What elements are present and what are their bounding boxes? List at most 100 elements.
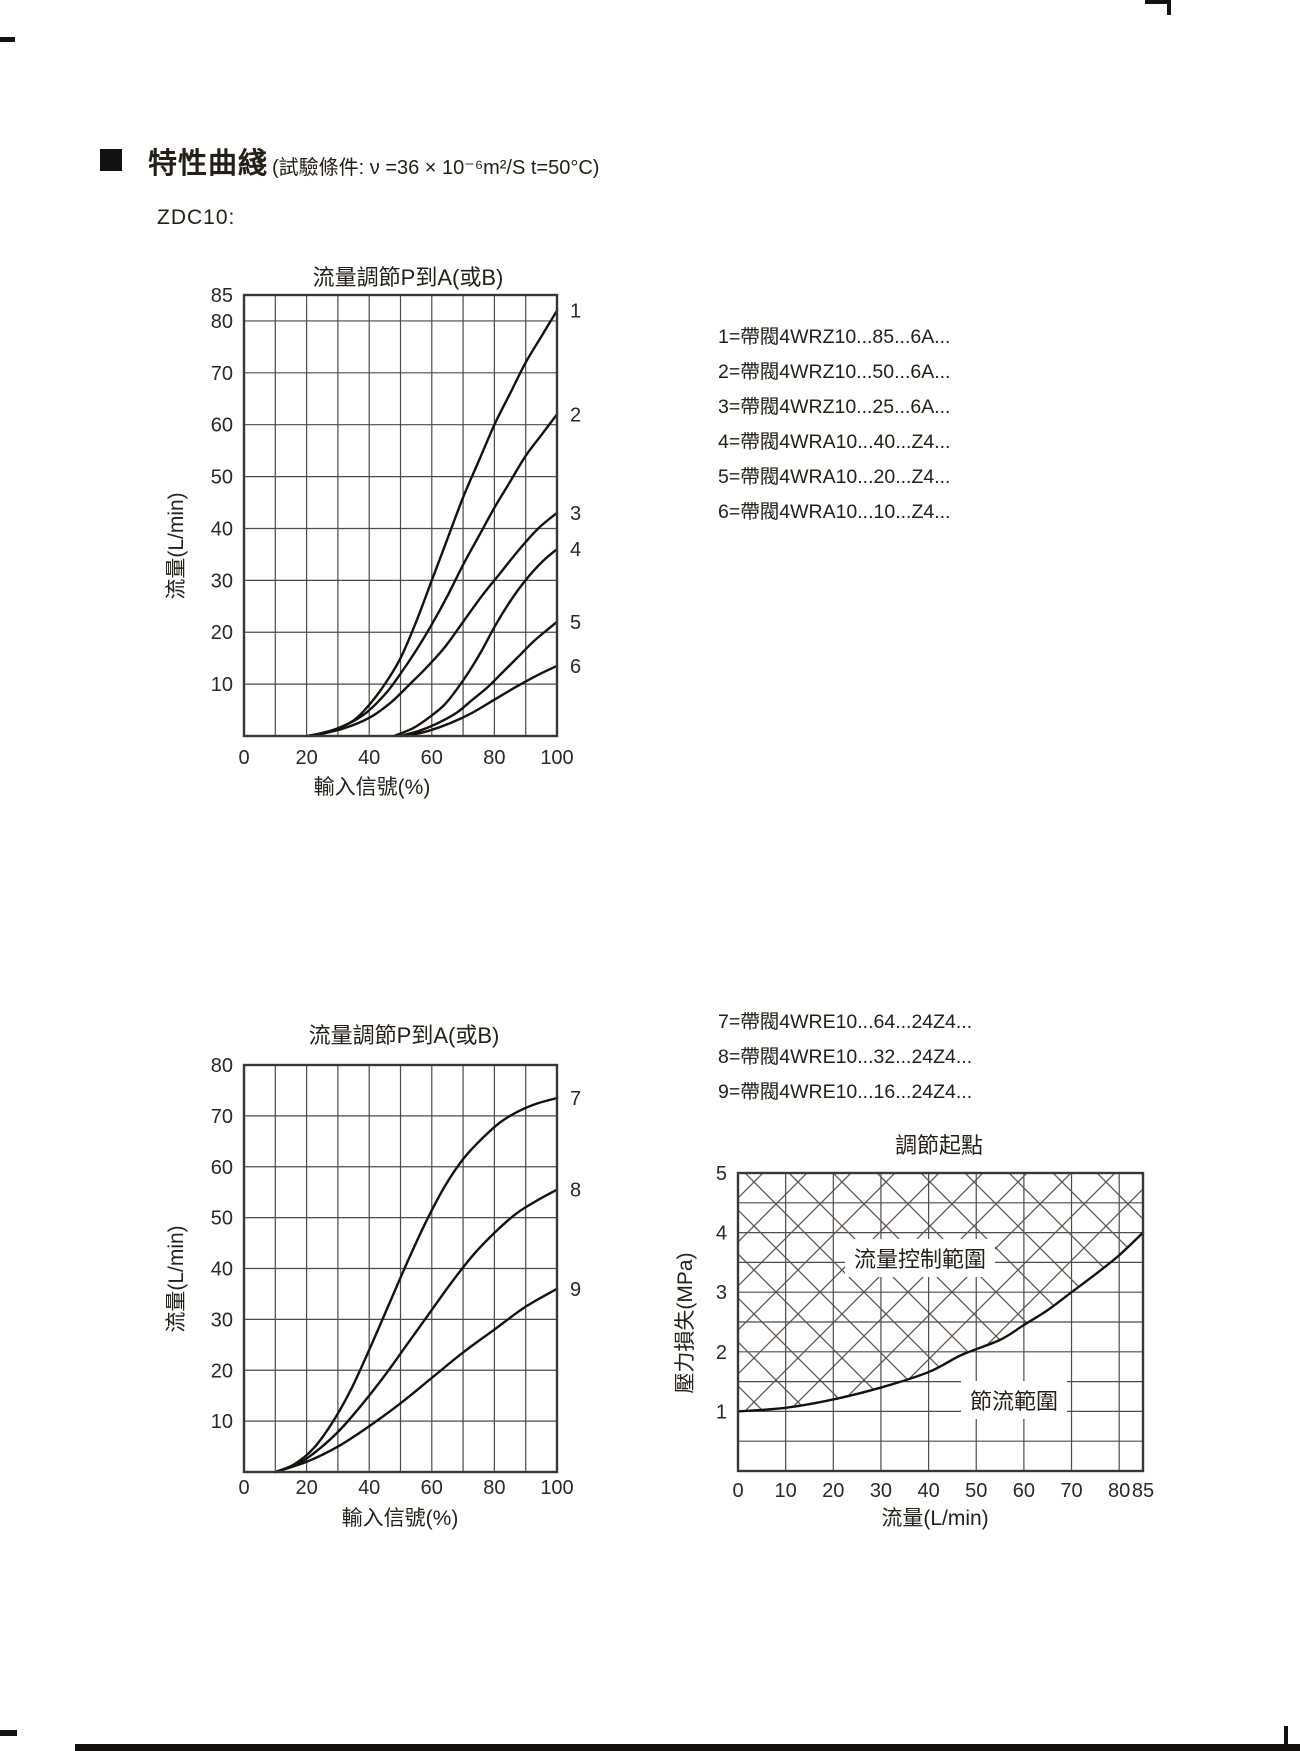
crop-mark-top-right-v [1167, 0, 1171, 15]
y-tick-label: 2 [716, 1342, 727, 1364]
legend-item: 7=帶閥4WRE10...64...24Z4... [718, 1011, 973, 1033]
curve-label: 9 [570, 1279, 581, 1301]
y-tick-label: 20 [211, 622, 233, 644]
y-tick-label: 40 [211, 518, 233, 540]
x-tick-label: 40 [358, 1477, 380, 1499]
curve-5 [399, 620, 559, 738]
chart1-title: 流量調節P到A(或B) [312, 265, 504, 290]
y-tick-label: 3 [716, 1282, 727, 1304]
x-tick-label: 20 [295, 1477, 317, 1499]
chart1-y-axis-label: 流量(L/min) [165, 492, 188, 600]
curve-label: 6 [570, 656, 581, 678]
y-tick-label: 70 [211, 363, 233, 385]
x-tick-label: 40 [917, 1480, 939, 1502]
y-tick-label: 80 [211, 311, 233, 333]
x-tick-label: 60 [421, 1477, 443, 1499]
plot-border [242, 293, 559, 738]
curve-label: 7 [570, 1088, 581, 1110]
curve-9 [274, 1287, 559, 1474]
curve-1 [305, 309, 559, 738]
x-tick-label: 10 [775, 1480, 797, 1502]
curve-7 [274, 1096, 559, 1474]
curve-label: 4 [570, 539, 581, 561]
chart2-x-axis-label: 輸入信號(%) [341, 1507, 459, 1530]
chart3-title: 調節起點 [894, 1133, 983, 1158]
curve-2 [308, 413, 559, 738]
x-tick-label: 80 [483, 1477, 505, 1499]
y-tick-label: 10 [211, 674, 233, 696]
flow-control-range-label: 流量控制範圍 [844, 1239, 996, 1277]
y-tick-label: 50 [211, 1208, 233, 1230]
legend-item: 4=帶閥4WRA10...40...Z4... [718, 431, 951, 453]
crop-mark-top-left [0, 37, 15, 42]
y-tick-label: 80 [211, 1055, 233, 1077]
crop-mark-bottom-left [0, 1730, 17, 1736]
legend-item: 5=帶閥4WRA10...20...Z4... [718, 466, 951, 488]
x-tick-label: 85 [1132, 1480, 1154, 1502]
chart1-legend: 1=帶閥4WRZ10...85...6A... 2=帶閥4WRZ10...50..… [718, 320, 950, 530]
y-tick-label: 85 [211, 285, 233, 307]
curve-label: 5 [570, 612, 581, 634]
y-tick-label: 50 [211, 467, 233, 489]
x-tick-label: 20 [822, 1480, 844, 1502]
plot-border [242, 1063, 559, 1474]
chart2-canvas: 7 8 9 10 20 30 40 50 60 70 80 0 20 40 60 80 100 [211, 1055, 581, 1499]
chart3-y-axis-label: 壓力損失(MPa) [674, 1252, 697, 1394]
legend-item: 8=帶閥4WRE10...32...24Z4... [718, 1046, 973, 1068]
y-tick-label: 4 [716, 1223, 727, 1245]
x-tick-label: 80 [1108, 1480, 1130, 1502]
section-bullet-square [100, 149, 122, 171]
x-tick-label: 60 [1013, 1480, 1035, 1502]
chart1-canvas: 1 2 3 4 5 6 10 20 30 40 50 60 70 80 85 0 20 40 60 80 100 [211, 285, 581, 769]
legend-item: 2=帶閥4WRZ10...50...6A... [718, 361, 951, 383]
curve-label: 2 [570, 404, 581, 426]
x-tick-label: 60 [421, 747, 443, 769]
x-tick-label: 0 [238, 747, 249, 769]
curve-調節起點 [736, 1231, 1145, 1413]
curve-6 [405, 664, 559, 738]
crop-mark-top-right-h [1145, 0, 1171, 4]
y-tick-label: 70 [211, 1106, 233, 1128]
x-tick-label: 70 [1060, 1480, 1082, 1502]
x-tick-label: 0 [732, 1480, 743, 1502]
y-tick-label: 30 [211, 1309, 233, 1331]
y-tick-label: 30 [211, 570, 233, 592]
curve-4 [393, 548, 559, 738]
x-tick-label: 0 [238, 1477, 249, 1499]
x-tick-label: 80 [483, 747, 505, 769]
chart2-title: 流量調節P到A(或B) [308, 1023, 500, 1048]
y-tick-label: 40 [211, 1259, 233, 1281]
chart2-y-axis-label: 流量(L/min) [165, 1225, 188, 1333]
legend-item: 6=帶閥4WRA10...10...Z4... [718, 501, 951, 523]
plot-border [736, 1171, 1145, 1473]
curve-8 [274, 1188, 559, 1474]
chart3-x-axis-label: 流量(L/min) [881, 1507, 989, 1530]
y-tick-label: 20 [211, 1360, 233, 1382]
curve-label: 1 [570, 301, 581, 323]
y-tick-label: 60 [211, 415, 233, 437]
y-tick-label: 10 [211, 1411, 233, 1433]
chart1-x-axis-label: 輸入信號(%) [313, 776, 431, 799]
throttle-range-label: 節流範圍 [960, 1381, 1068, 1419]
x-tick-label: 30 [870, 1480, 892, 1502]
test-condition: (試驗條件: ν =36 × 10⁻⁶m²/S t=50°C) [272, 157, 600, 179]
legend-item: 9=帶閥4WRE10...16...24Z4... [718, 1081, 973, 1103]
x-tick-label: 100 [540, 1477, 573, 1499]
x-tick-label: 100 [540, 747, 573, 769]
legend-item: 3=帶閥4WRZ10...25...6A... [718, 396, 951, 418]
x-tick-label: 40 [358, 747, 380, 769]
crop-mark-bottom-right-v [1284, 1726, 1288, 1744]
curve-label: 3 [570, 503, 581, 525]
page-title: 特性曲綫 [148, 148, 269, 180]
legend-item: 1=帶閥4WRZ10...85...6A... [718, 326, 951, 348]
curve-label: 8 [570, 1180, 581, 1202]
y-tick-label: 1 [716, 1401, 727, 1423]
model-label: ZDC10: [157, 206, 236, 229]
page-bottom-bar [75, 1744, 1300, 1751]
y-tick-label: 5 [716, 1163, 727, 1185]
x-tick-label: 20 [295, 747, 317, 769]
curve-3 [311, 511, 559, 738]
chart2-legend: 7=帶閥4WRE10...64...24Z4... 8=帶閥4WRE10...32… [718, 1005, 972, 1110]
